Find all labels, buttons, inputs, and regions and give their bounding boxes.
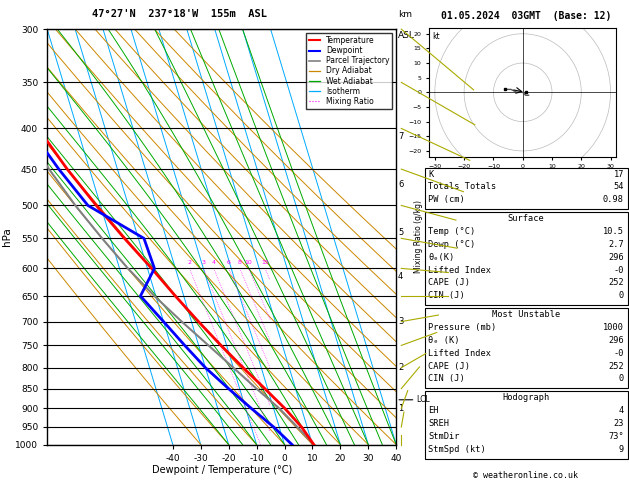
Text: CAPE (J): CAPE (J)	[428, 278, 470, 288]
Text: 252: 252	[608, 362, 624, 371]
Text: 47°27'N  237°18'W  155m  ASL: 47°27'N 237°18'W 155m ASL	[92, 9, 267, 19]
Text: 3: 3	[201, 260, 206, 265]
Text: 17: 17	[613, 170, 624, 179]
Text: 2.7: 2.7	[608, 240, 624, 249]
Text: 252: 252	[608, 278, 624, 288]
Text: 4: 4	[619, 406, 624, 415]
Text: kt: kt	[433, 32, 440, 41]
Text: 4: 4	[212, 260, 216, 265]
Text: 296: 296	[608, 253, 624, 262]
Text: 7: 7	[398, 133, 403, 141]
Legend: Temperature, Dewpoint, Parcel Trajectory, Dry Adiabat, Wet Adiabat, Isotherm, Mi: Temperature, Dewpoint, Parcel Trajectory…	[306, 33, 392, 109]
Text: © weatheronline.co.uk: © weatheronline.co.uk	[474, 471, 578, 480]
Text: Temp (°C): Temp (°C)	[428, 227, 476, 236]
Text: PW (cm): PW (cm)	[428, 195, 465, 205]
Text: 73°: 73°	[608, 432, 624, 441]
Text: CIN (J): CIN (J)	[428, 292, 465, 300]
Text: 15: 15	[261, 260, 269, 265]
Text: 01.05.2024  03GMT  (Base: 12): 01.05.2024 03GMT (Base: 12)	[441, 11, 611, 21]
Text: K: K	[428, 170, 433, 179]
Text: StmSpd (kt): StmSpd (kt)	[428, 445, 486, 454]
Text: 5: 5	[398, 227, 403, 237]
Text: 3: 3	[398, 317, 403, 326]
Text: StmDir: StmDir	[428, 432, 460, 441]
Text: 8: 8	[238, 260, 242, 265]
Text: 0: 0	[619, 292, 624, 300]
Text: LCL: LCL	[416, 395, 430, 404]
Text: 2: 2	[187, 260, 191, 265]
Text: 4: 4	[398, 273, 403, 281]
Text: ASL: ASL	[398, 31, 415, 40]
X-axis label: Dewpoint / Temperature (°C): Dewpoint / Temperature (°C)	[152, 466, 292, 475]
Text: Surface: Surface	[508, 214, 545, 223]
Text: 0: 0	[619, 375, 624, 383]
Text: CAPE (J): CAPE (J)	[428, 362, 470, 371]
Text: Hodograph: Hodograph	[503, 393, 550, 402]
Text: 9: 9	[619, 445, 624, 454]
Text: θₑ (K): θₑ (K)	[428, 336, 460, 345]
Text: 1000: 1000	[603, 323, 624, 332]
Text: 10: 10	[245, 260, 252, 265]
Text: Lifted Index: Lifted Index	[428, 265, 491, 275]
Text: 23: 23	[613, 419, 624, 428]
Text: -0: -0	[613, 349, 624, 358]
Text: Totals Totals: Totals Totals	[428, 182, 497, 191]
Text: Pressure (mb): Pressure (mb)	[428, 323, 497, 332]
Text: EH: EH	[428, 406, 439, 415]
Text: θₑ(K): θₑ(K)	[428, 253, 455, 262]
Text: Most Unstable: Most Unstable	[492, 310, 560, 319]
Text: SREH: SREH	[428, 419, 449, 428]
Text: 10.5: 10.5	[603, 227, 624, 236]
Text: -0: -0	[613, 265, 624, 275]
Text: km: km	[398, 10, 412, 19]
Text: 2: 2	[398, 363, 403, 372]
Text: 1: 1	[398, 404, 403, 413]
Text: 54: 54	[613, 182, 624, 191]
Text: 6: 6	[227, 260, 231, 265]
Text: CIN (J): CIN (J)	[428, 375, 465, 383]
Text: 296: 296	[608, 336, 624, 345]
Text: 0.98: 0.98	[603, 195, 624, 205]
Text: Dewp (°C): Dewp (°C)	[428, 240, 476, 249]
Y-axis label: hPa: hPa	[3, 227, 13, 246]
Text: 6: 6	[398, 180, 403, 189]
Text: Lifted Index: Lifted Index	[428, 349, 491, 358]
Text: Mixing Ratio (g/kg): Mixing Ratio (g/kg)	[415, 200, 423, 274]
